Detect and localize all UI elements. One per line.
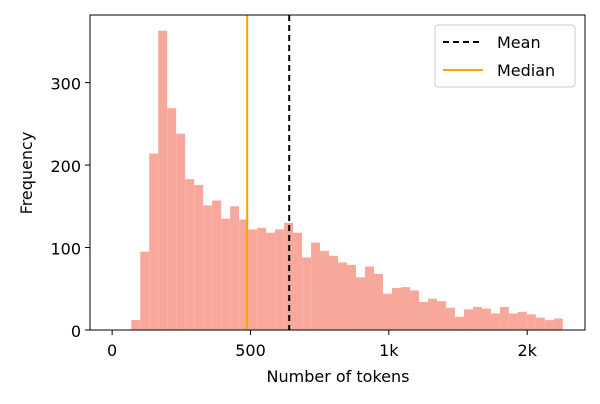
- bar: [248, 229, 258, 330]
- bar: [176, 133, 186, 330]
- bar: [481, 308, 491, 330]
- x-tick-label: 1k: [379, 341, 399, 360]
- bar: [454, 316, 464, 330]
- bar: [508, 313, 518, 330]
- bar: [203, 205, 213, 330]
- bar: [517, 311, 527, 330]
- bar: [158, 30, 168, 330]
- bar: [320, 250, 330, 330]
- bar: [526, 314, 536, 330]
- bar: [194, 184, 204, 330]
- legend-box: [434, 24, 576, 88]
- bar: [418, 301, 428, 330]
- bar: [221, 218, 231, 330]
- bar: [374, 273, 384, 330]
- bar: [293, 232, 303, 330]
- bar: [409, 290, 419, 330]
- bar: [212, 200, 222, 330]
- bar: [472, 306, 482, 330]
- bar: [149, 153, 159, 330]
- bar: [329, 255, 339, 330]
- x-tick-label: 0: [107, 341, 117, 360]
- bar: [230, 206, 240, 330]
- y-axis-label: Frequency: [17, 132, 36, 215]
- bar: [239, 219, 249, 330]
- bar: [436, 301, 446, 330]
- bar: [553, 318, 563, 330]
- x-tick-label: 500: [235, 341, 266, 360]
- bar: [167, 108, 177, 330]
- bar: [356, 277, 366, 330]
- bar: [302, 257, 312, 330]
- bar: [131, 320, 141, 330]
- bar: [401, 287, 410, 330]
- bar: [463, 309, 473, 330]
- bar: [266, 232, 276, 330]
- bar: [365, 266, 375, 330]
- legend-label: Mean: [497, 33, 541, 52]
- y-tick-label: 300: [50, 75, 81, 94]
- bar: [535, 317, 545, 330]
- bar: [347, 264, 357, 330]
- bar: [383, 293, 393, 330]
- legend-label: Median: [497, 61, 555, 80]
- y-tick-label: 200: [50, 157, 81, 176]
- bar: [140, 251, 150, 330]
- bar: [427, 298, 437, 330]
- bar: [257, 227, 267, 330]
- x-tick-label: 2k: [517, 341, 537, 360]
- bar: [499, 306, 509, 330]
- x-axis-label: Number of tokens: [267, 367, 410, 386]
- plot-frame: [89, 14, 586, 331]
- bar: [185, 179, 195, 330]
- bar: [275, 229, 285, 330]
- bar: [392, 287, 402, 330]
- bar: [311, 242, 321, 330]
- bar: [338, 262, 348, 330]
- y-tick-label: 100: [50, 240, 81, 259]
- bar: [490, 313, 500, 330]
- bar: [544, 320, 554, 330]
- y-tick-label: 0: [71, 322, 81, 341]
- bar: [445, 307, 455, 330]
